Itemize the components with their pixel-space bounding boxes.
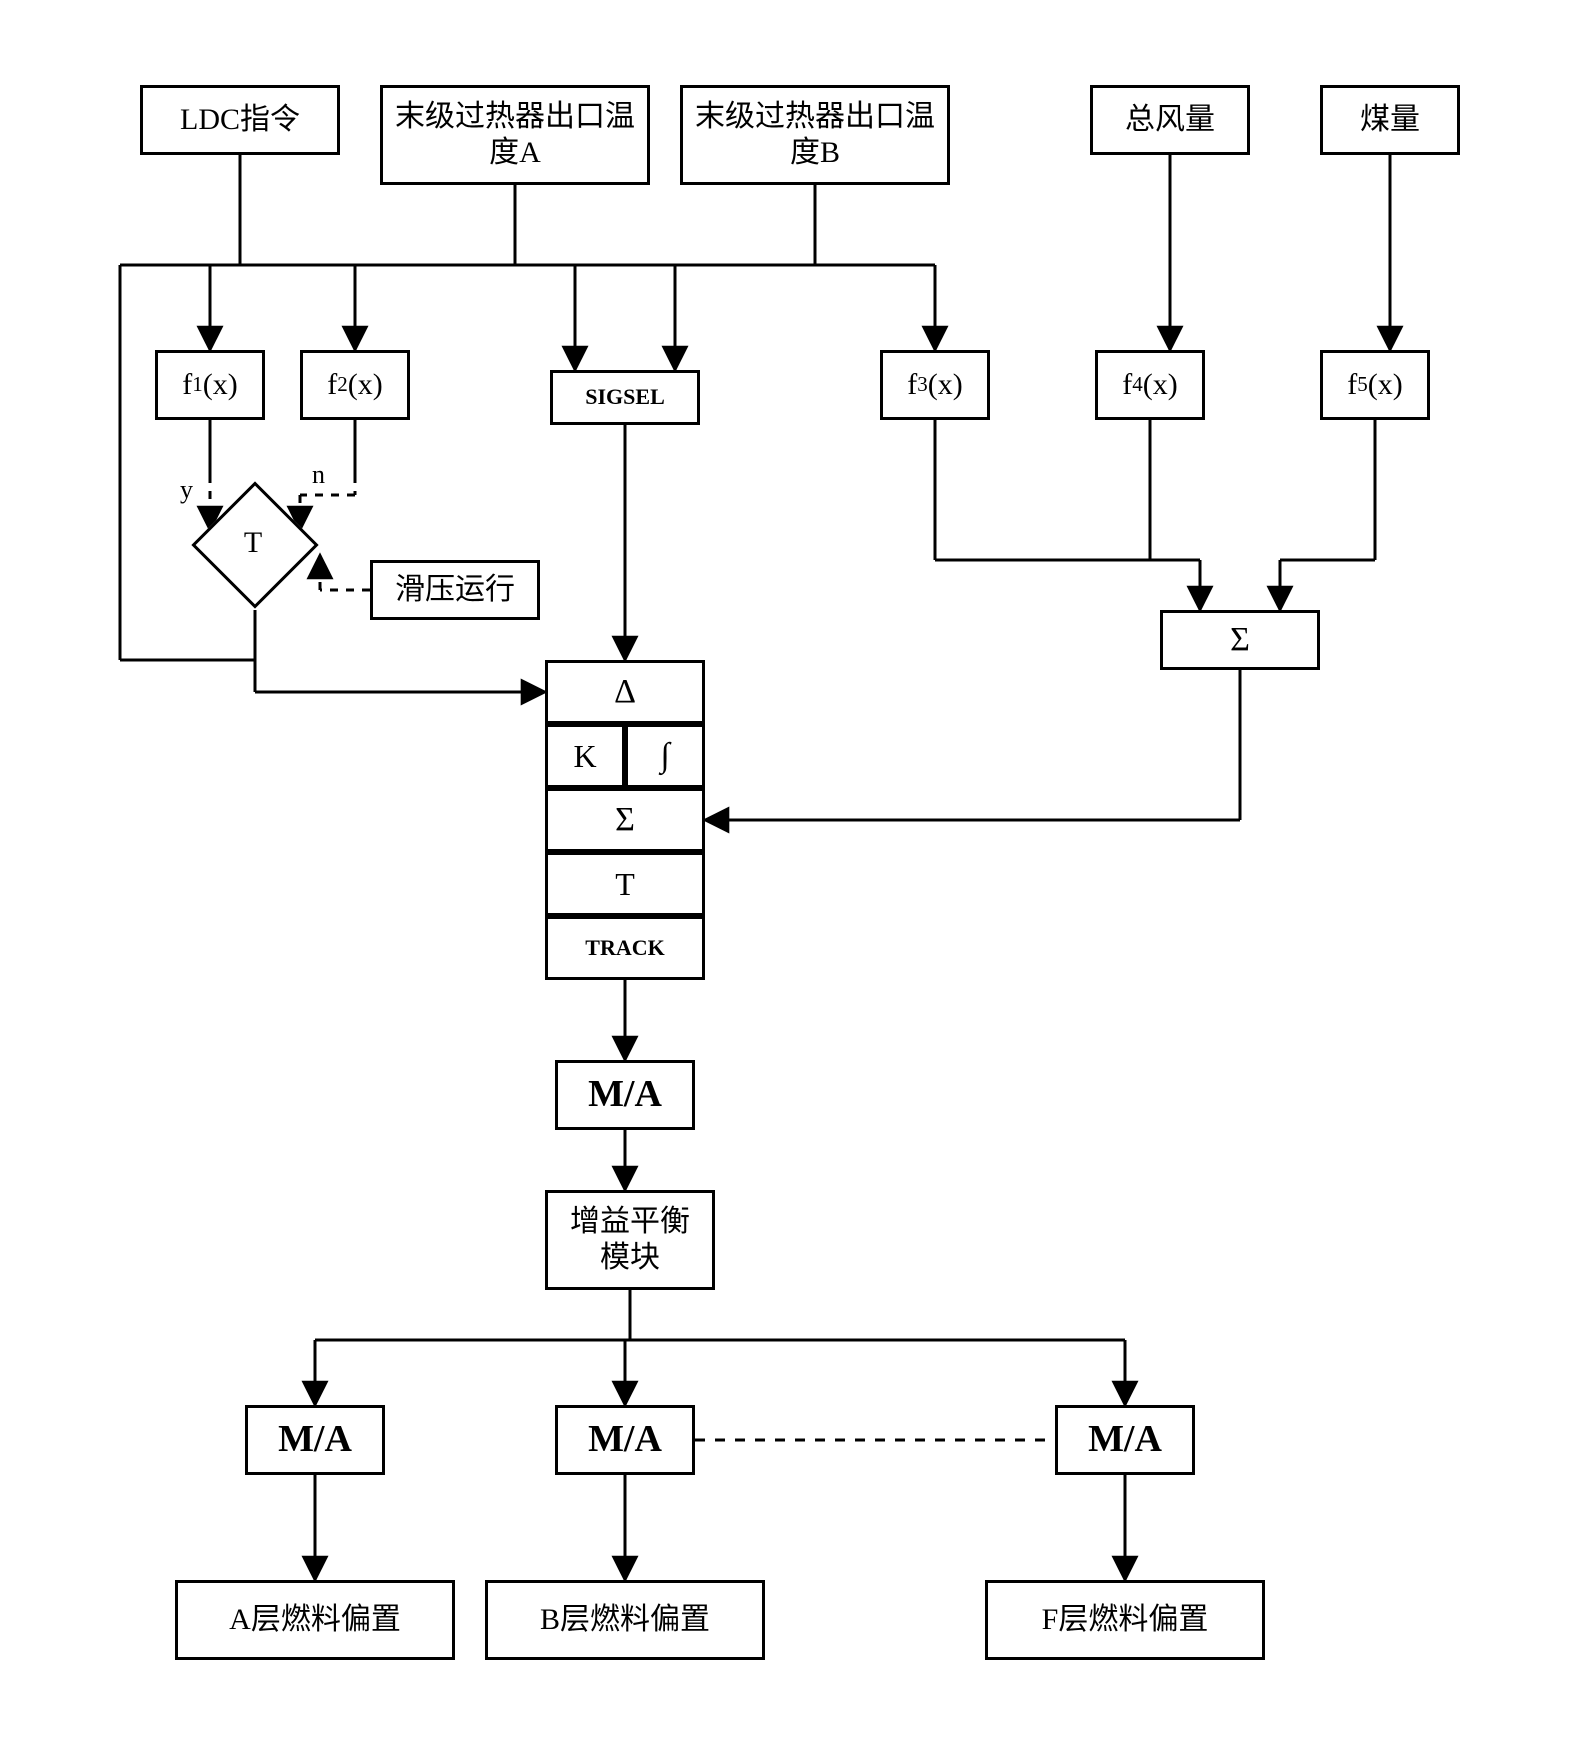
- pi-integral: ∫: [625, 724, 705, 788]
- output-bias-f: F层燃料偏置: [985, 1580, 1265, 1660]
- block-f3: f3(x): [880, 350, 990, 420]
- output-bias-a: A层燃料偏置: [175, 1580, 455, 1660]
- block-f1: f1(x): [155, 350, 265, 420]
- input-temp-b: 末级过热器出口温度B: [680, 85, 950, 185]
- input-ldc: LDC指令: [140, 85, 340, 155]
- block-ma-f: M/A: [1055, 1405, 1195, 1475]
- decision-t: T: [191, 481, 318, 608]
- block-ma-a: M/A: [245, 1405, 385, 1475]
- pi-sum: Σ: [545, 788, 705, 852]
- block-gain-balance: 增益平衡模块: [545, 1190, 715, 1290]
- pi-t: T: [545, 852, 705, 916]
- block-slide-pressure: 滑压运行: [370, 560, 540, 620]
- block-sigsel: SIGSEL: [550, 370, 700, 425]
- block-ma-main: M/A: [555, 1060, 695, 1130]
- decision-yes-label: y: [180, 475, 193, 505]
- block-f4: f4(x): [1095, 350, 1205, 420]
- input-coal: 煤量: [1320, 85, 1460, 155]
- input-temp-a: 末级过热器出口温度A: [380, 85, 650, 185]
- output-bias-b: B层燃料偏置: [485, 1580, 765, 1660]
- pi-track: TRACK: [545, 916, 705, 980]
- pi-delta: Δ: [545, 660, 705, 724]
- input-airflow: 总风量: [1090, 85, 1250, 155]
- block-sum-right: Σ: [1160, 610, 1320, 670]
- pi-k: K: [545, 724, 625, 788]
- block-f2: f2(x): [300, 350, 410, 420]
- block-f5: f5(x): [1320, 350, 1430, 420]
- block-ma-b: M/A: [555, 1405, 695, 1475]
- decision-no-label: n: [312, 460, 325, 490]
